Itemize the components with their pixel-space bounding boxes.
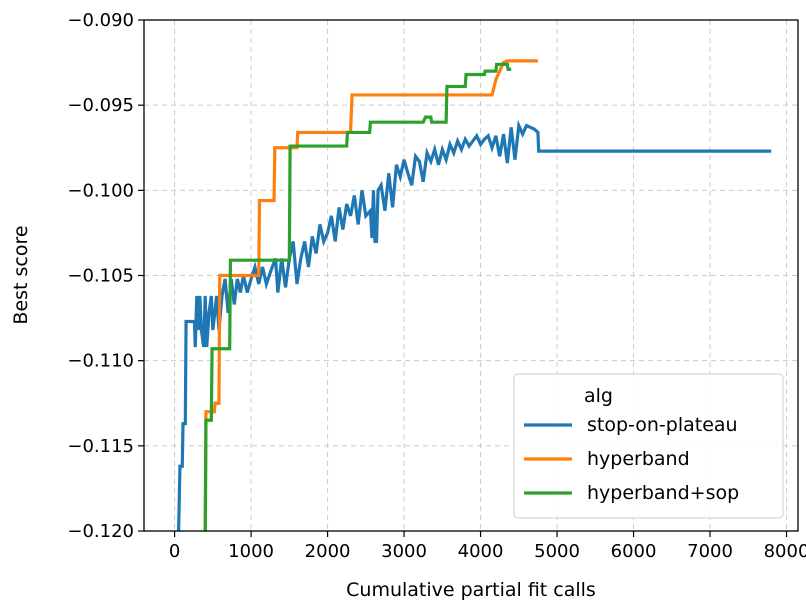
series-line-hyperband — [203, 59, 538, 531]
x-tick-label: 3000 — [381, 541, 427, 562]
series-line-hyperband-sop — [203, 62, 512, 531]
legend: alg stop-on-plateau hyperband hyperband+so… — [513, 373, 784, 519]
x-tick-label: 2000 — [305, 541, 351, 562]
x-tick-label: 1000 — [228, 541, 274, 562]
legend-label: stop-on-plateau — [587, 414, 738, 436]
y-tick-label: −0.110 — [67, 351, 134, 372]
x-tick-label: 5000 — [534, 541, 580, 562]
legend-entries: stop-on-plateau hyperband hyperband+sop — [524, 414, 739, 504]
y-axis-label: Best score — [10, 225, 32, 324]
y-tick-label: −0.090 — [67, 10, 134, 31]
x-axis-label: Cumulative partial fit calls — [346, 579, 596, 601]
series-line-stop-on-plateau — [176, 119, 772, 531]
x-axis-ticks: 0 1000 2000 3000 4000 5000 6000 7000 8000 — [169, 531, 806, 562]
x-tick-label: 8000 — [764, 541, 806, 562]
grid-lines — [144, 19, 798, 532]
x-tick-label: 7000 — [687, 541, 733, 562]
y-tick-label: −0.100 — [67, 180, 134, 201]
y-tick-label: −0.115 — [67, 436, 134, 457]
legend-box — [513, 373, 784, 519]
legend-label: hyperband+sop — [587, 482, 739, 504]
x-tick-label: 6000 — [611, 541, 657, 562]
x-tick-label: 0 — [169, 541, 180, 562]
y-axis-ticks: −0.120 −0.115 −0.110 −0.105 −0.100 −0.095 −0.0… — [67, 10, 144, 542]
legend-label: hyperband — [587, 448, 690, 470]
y-tick-label: −0.120 — [67, 521, 134, 542]
y-tick-label: −0.105 — [67, 266, 134, 287]
legend-title: alg — [584, 385, 613, 407]
x-tick-label: 4000 — [458, 541, 504, 562]
y-tick-label: −0.095 — [67, 95, 134, 116]
series-layer — [176, 59, 772, 531]
